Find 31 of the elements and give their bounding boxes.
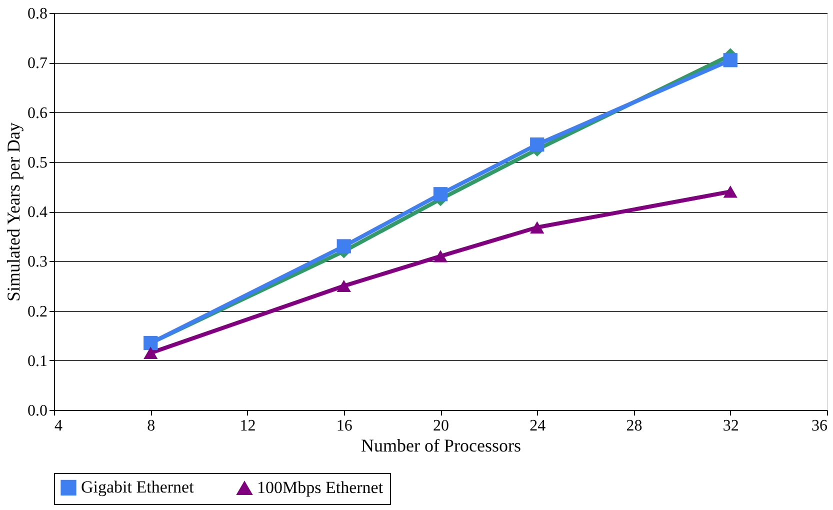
x-tick-label: 28 — [626, 418, 642, 434]
point — [336, 280, 351, 292]
y-axis-title: Simulated Years per Day — [4, 122, 24, 302]
point — [530, 137, 544, 152]
point — [433, 187, 448, 202]
point — [336, 239, 351, 254]
x-tick-label: 36 — [812, 418, 828, 434]
y-tick-label: 0.3 — [28, 254, 48, 271]
y-tick-label: 0.2 — [28, 303, 48, 320]
x-tick-label: 24 — [530, 418, 546, 434]
x-tick-label: 16 — [336, 418, 352, 434]
y-tick-label: 0.4 — [28, 204, 48, 221]
x-tick-label: 12 — [240, 418, 256, 434]
legend-label: 100Mbps Ethernet — [257, 478, 384, 498]
y-tick-label: 0.0 — [28, 402, 48, 420]
legend-label: Gigabit Ethernet — [81, 478, 194, 497]
y-tick-label: 0.1 — [28, 352, 48, 370]
x-tick-label: 32 — [722, 418, 739, 434]
point — [144, 346, 158, 360]
point — [433, 250, 448, 262]
y-tick-label: 0.6 — [28, 104, 48, 122]
x-tick-label: 20 — [433, 418, 449, 434]
x-tick-label: 8 — [147, 418, 156, 434]
point — [723, 53, 738, 68]
y-tick-label: 0.7 — [28, 55, 48, 72]
x-axis-title: Number of Processors — [361, 436, 521, 456]
y-tick-label: 0.5 — [28, 154, 48, 172]
y-tick-label: 0.8 — [28, 6, 48, 22]
point — [530, 221, 544, 234]
x-tick-label: 4 — [54, 418, 62, 434]
point — [723, 186, 738, 198]
